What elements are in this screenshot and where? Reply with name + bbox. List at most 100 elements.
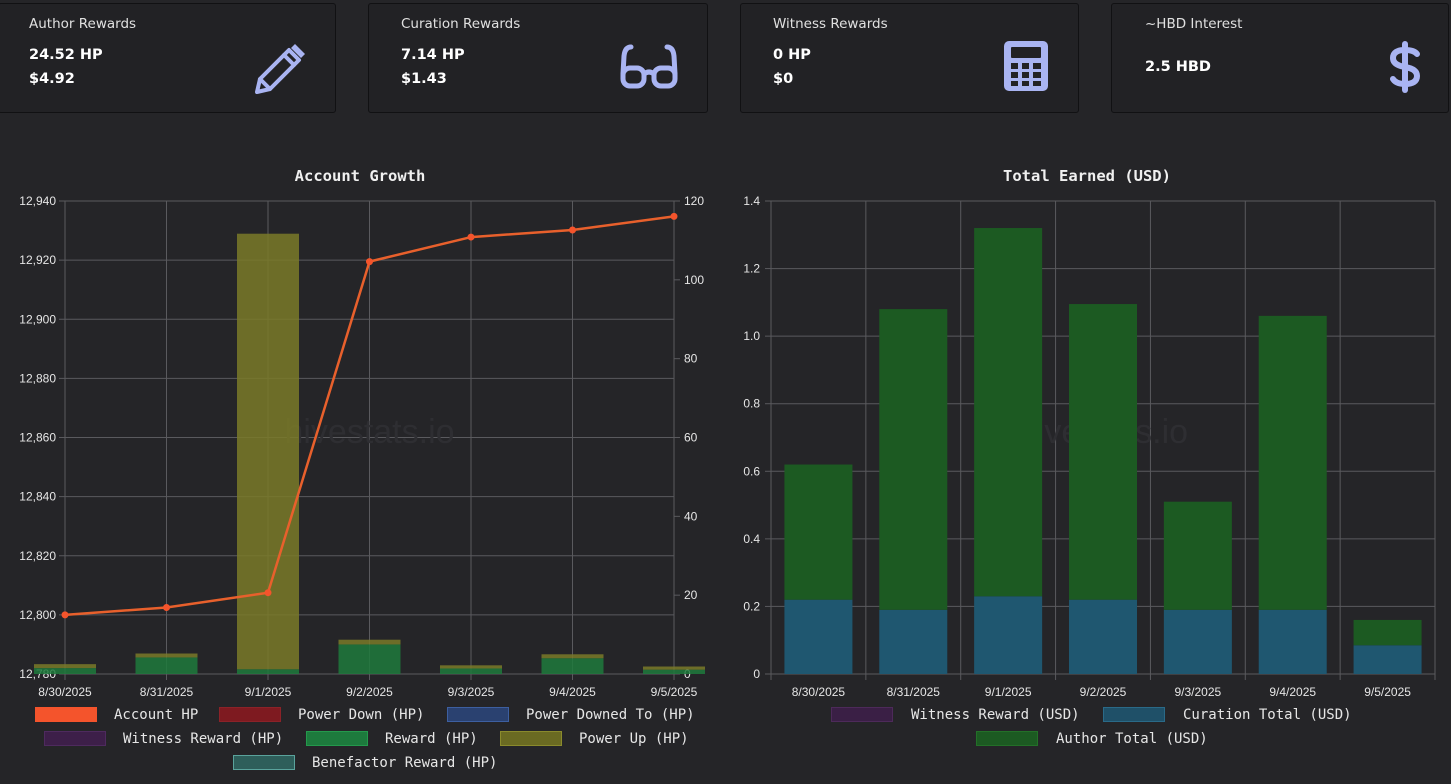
card-value-usd: $1.43 — [401, 71, 447, 87]
account-growth-chart: 12,78012,80012,82012,84012,86012,88012,9… — [19, 194, 705, 699]
bar-reward-hp- — [135, 657, 198, 674]
y-left-tick-label: 12,860 — [19, 431, 56, 445]
bar-author-total-usd- — [1069, 304, 1137, 600]
glasses-icon — [620, 44, 678, 89]
y-right-tick-label: 40 — [684, 509, 698, 523]
bar-author-total-usd- — [974, 228, 1043, 597]
x-tick-label: 9/3/2025 — [448, 685, 495, 699]
x-tick-label: 9/1/2025 — [985, 685, 1032, 699]
account-hp-point — [366, 258, 373, 266]
bar-reward-hp- — [237, 669, 299, 674]
bar-author-total-usd- — [1353, 619, 1422, 646]
bar-author-total-usd- — [1258, 315, 1327, 610]
y-left-tick-label: 12,940 — [19, 194, 56, 208]
y-left-tick-label: 12,800 — [19, 608, 56, 622]
bar-power-up-hp- — [541, 654, 604, 659]
legend-label: Author Total (USD) — [1056, 731, 1208, 747]
bar-reward-hp- — [440, 668, 502, 674]
y-tick-label: 0.2 — [743, 599, 760, 613]
y-tick-label: 0 — [753, 667, 760, 681]
y-tick-label: 0.6 — [743, 464, 760, 478]
legend-swatch — [500, 731, 562, 746]
account-growth-title: Account Growth — [294, 167, 426, 185]
x-tick-label: 9/2/2025 — [346, 685, 393, 699]
bar-curation-total-usd- — [879, 609, 948, 674]
bar-curation-total-usd- — [1353, 645, 1422, 674]
card-value-usd: $0 — [773, 71, 794, 87]
legend-label: Power Down (HP) — [298, 707, 425, 723]
x-tick-label: 9/2/2025 — [1080, 685, 1127, 699]
pencil-icon — [255, 44, 305, 94]
bar-reward-hp- — [643, 669, 705, 674]
card-title: ~HBD Interest — [1145, 16, 1243, 32]
y-right-tick-label: 20 — [684, 588, 698, 602]
author-rewards-card: Author Rewards 24.52 HP $4.92 — [0, 3, 336, 113]
bar-reward-hp- — [34, 668, 96, 674]
legend-label: Reward (HP) — [385, 731, 478, 747]
calculator-icon — [1004, 41, 1048, 91]
legend-label: Witness Reward (HP) — [123, 731, 284, 747]
x-tick-label: 8/30/2025 — [792, 685, 846, 699]
account-growth-legend: Account HP Power Down (HP) Power Downed To… — [0, 707, 725, 777]
legend-label: Curation Total (USD) — [1183, 707, 1352, 723]
bar-curation-total-usd- — [974, 596, 1043, 674]
legend-swatch — [1103, 707, 1165, 722]
card-value-usd: $4.92 — [29, 71, 75, 87]
y-tick-label: 1.0 — [743, 329, 760, 343]
y-tick-label: 1.4 — [743, 194, 760, 208]
legend-swatch — [233, 755, 295, 770]
card-title: Witness Rewards — [773, 16, 888, 32]
legend-swatch — [447, 707, 509, 722]
card-value-hp: 7.14 HP — [401, 47, 465, 63]
x-tick-label: 9/5/2025 — [1364, 685, 1411, 699]
bar-reward-hp- — [541, 658, 604, 674]
card-title: Curation Rewards — [401, 16, 521, 32]
account-hp-point — [467, 233, 475, 241]
legend-swatch — [219, 707, 281, 722]
x-tick-label: 9/1/2025 — [245, 685, 292, 699]
x-tick-label: 9/3/2025 — [1174, 685, 1221, 699]
legend-label: Witness Reward (USD) — [911, 707, 1080, 723]
legend-swatch — [35, 707, 97, 722]
account-hp-point — [163, 603, 170, 611]
y-right-tick-label: 120 — [684, 194, 704, 208]
y-right-tick-label: 100 — [684, 273, 704, 287]
bar-curation-total-usd- — [784, 599, 853, 674]
legend-swatch — [306, 731, 368, 746]
x-tick-label: 9/4/2025 — [549, 685, 596, 699]
y-tick-label: 1.2 — [743, 262, 760, 276]
legend-swatch — [976, 731, 1038, 746]
bar-power-up-hp- — [135, 653, 198, 658]
card-value-hbd: 2.5 HBD — [1145, 59, 1211, 75]
bar-reward-hp- — [338, 644, 401, 674]
y-right-tick-label: 60 — [684, 431, 698, 445]
x-tick-label: 8/31/2025 — [140, 685, 194, 699]
total-earned-title: Total Earned (USD) — [1003, 167, 1171, 185]
y-left-tick-label: 12,900 — [19, 312, 56, 326]
account-hp-point — [569, 226, 576, 234]
legend-label: Account HP — [114, 707, 199, 723]
bar-power-up-hp- — [34, 664, 96, 669]
hbd-interest-card: ~HBD Interest 2.5 HBD — [1111, 3, 1449, 113]
witness-rewards-card: Witness Rewards 0 HP $0 — [740, 3, 1079, 113]
bar-curation-total-usd- — [1163, 609, 1232, 674]
x-tick-label: 8/31/2025 — [887, 685, 941, 699]
y-tick-label: 0.8 — [743, 397, 760, 411]
dollar-icon — [1389, 41, 1421, 93]
y-left-tick-label: 12,840 — [19, 490, 56, 504]
x-tick-label: 9/4/2025 — [1269, 685, 1316, 699]
bar-power-up-hp- — [440, 665, 502, 669]
y-left-tick-label: 12,880 — [19, 371, 56, 385]
card-value-hp: 24.52 HP — [29, 47, 103, 63]
bar-author-total-usd- — [784, 464, 853, 600]
bar-author-total-usd- — [1163, 501, 1232, 610]
y-tick-label: 0.4 — [743, 532, 760, 546]
bar-curation-total-usd- — [1258, 609, 1327, 674]
x-tick-label: 9/5/2025 — [651, 685, 698, 699]
bar-power-up-hp- — [338, 639, 401, 645]
account-hp-point — [670, 212, 678, 220]
total-earned-chart: 0 0.2 0.4 0.6 0.8 1.0 1.2 1.4 8/30/2025 8/31/2025… — [743, 194, 1436, 699]
y-left-tick-label: 12,820 — [19, 549, 56, 563]
bar-power-up-hp- — [643, 666, 705, 670]
legend-label: Benefactor Reward (HP) — [312, 755, 498, 771]
